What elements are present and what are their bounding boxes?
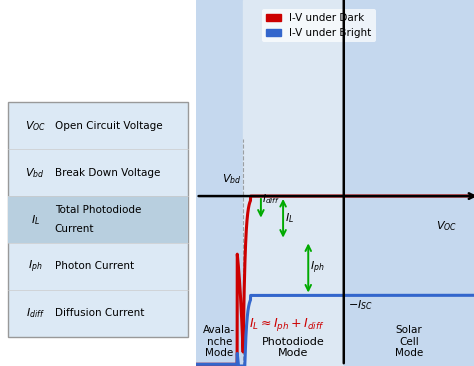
Text: $I_{ph}$: $I_{ph}$ [28,258,43,274]
Text: Avala-
nche
Mode: Avala- nche Mode [203,325,236,358]
Text: $I_L$: $I_L$ [284,212,294,225]
Text: Current: Current [55,224,94,234]
Text: Total Photodiode: Total Photodiode [55,205,141,216]
FancyBboxPatch shape [8,102,188,337]
Legend: I-V under Dark, I-V under Bright: I-V under Dark, I-V under Bright [262,9,376,42]
Text: Open Circuit Voltage: Open Circuit Voltage [55,121,163,131]
Text: $I_{diff}$: $I_{diff}$ [26,306,45,320]
Text: Break Down Voltage: Break Down Voltage [55,168,160,178]
Text: Photodiode
Mode: Photodiode Mode [262,337,325,358]
Bar [196,0,243,366]
Bar [344,0,474,366]
Text: $I_{ph}$: $I_{ph}$ [310,260,324,276]
Text: $I_L$: $I_L$ [31,213,40,227]
Text: $V_{bd}$: $V_{bd}$ [26,166,45,180]
Text: $I_L \approx I_{ph} + I_{diff}$: $I_L \approx I_{ph} + I_{diff}$ [249,316,325,333]
Text: $-I_{SC}$: $-I_{SC}$ [348,298,373,312]
Text: Diffusion Current: Diffusion Current [55,308,144,318]
Bar [243,0,344,366]
Text: $V_{OC}$: $V_{OC}$ [436,220,456,234]
Text: $V_{bd}$: $V_{bd}$ [222,172,242,186]
Text: Photon Current: Photon Current [55,261,134,272]
Text: $V_{OC}$: $V_{OC}$ [25,119,46,133]
Text: $I_{diff}$: $I_{diff}$ [263,193,280,206]
FancyBboxPatch shape [8,196,188,243]
Text: Solar
Cell
Mode: Solar Cell Mode [395,325,423,358]
